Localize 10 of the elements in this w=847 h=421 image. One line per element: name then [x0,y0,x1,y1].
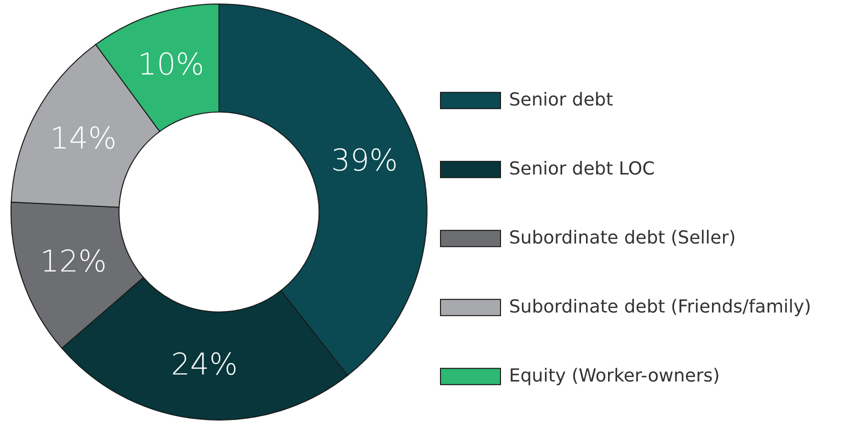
legend-label: Senior debt LOC [509,158,655,180]
data-label: 14% [50,121,117,156]
legend-label: Senior debt [509,90,614,110]
legend-label: Equity (Worker-owners) [509,366,720,386]
data-label: 24% [171,347,238,382]
legend-label: Subordinate debt (Friends/family) [509,296,812,318]
data-label: 12% [40,244,107,280]
data-label: 39% [331,144,398,179]
legend-label: Subordinate debt (Seller) [509,228,736,248]
data-label: 10% [138,48,204,83]
